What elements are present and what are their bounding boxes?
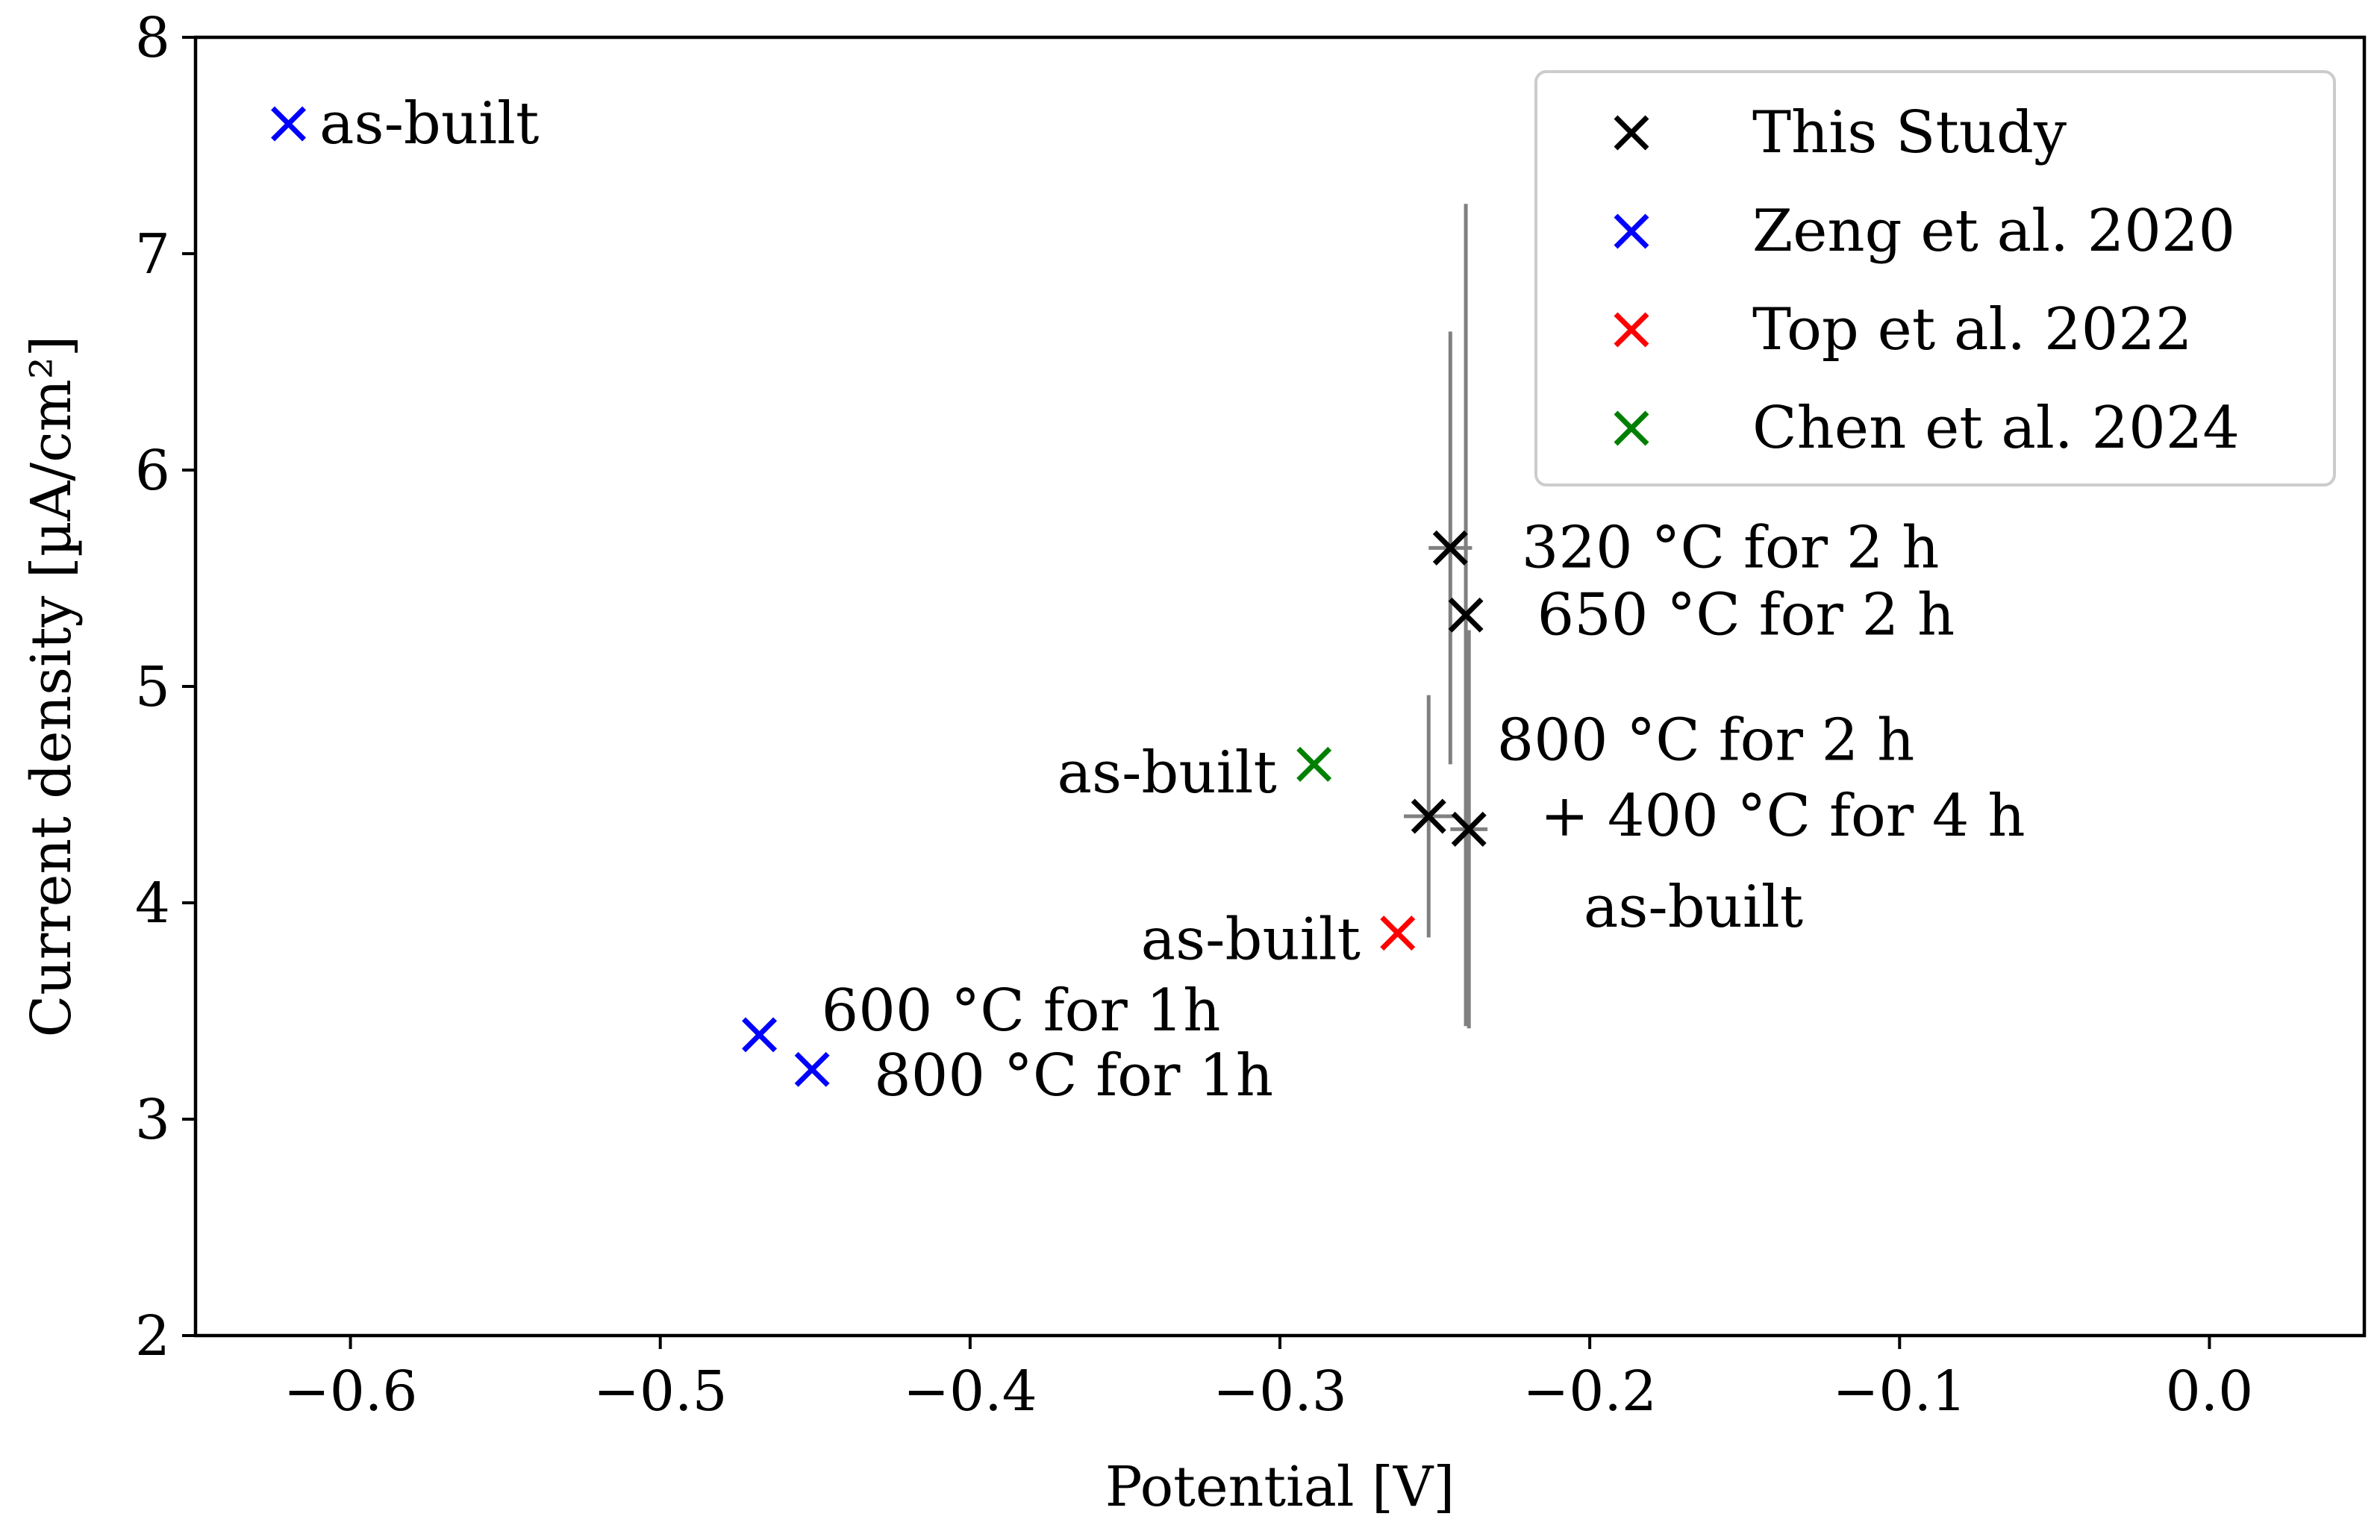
data-point-stroke	[1296, 746, 1332, 782]
annotation-label: as-built	[1584, 874, 1803, 941]
x-tick-label: 0.0	[2166, 1359, 2254, 1424]
legend-box	[1534, 70, 2336, 486]
x-tick-label: −0.6	[284, 1359, 418, 1424]
data-point-stroke	[794, 1051, 830, 1087]
data-point-stroke	[742, 1017, 778, 1053]
data-point-stroke	[1451, 811, 1487, 847]
x-tick-label: −0.2	[1522, 1359, 1657, 1424]
annotation-label: as-built	[1058, 739, 1277, 807]
data-point	[1448, 597, 1484, 633]
data-point	[271, 106, 307, 142]
legend-marker-stroke	[1614, 312, 1649, 348]
y-tick-label: 2	[135, 1304, 170, 1368]
legend-marker-stroke	[1614, 410, 1649, 446]
data-point-stroke	[1448, 597, 1484, 633]
y-axis-title: Current density [µA/cm²]	[19, 336, 84, 1038]
annotation-label: as-built	[319, 90, 539, 157]
y-tick-label: 4	[135, 871, 170, 936]
legend-marker	[1614, 312, 1649, 348]
legend-label: This Study	[1752, 99, 2067, 166]
legend-marker	[1614, 410, 1649, 446]
x-tick-label: −0.1	[1832, 1359, 1967, 1424]
data-point-stroke	[1380, 915, 1416, 951]
legend-marker	[1614, 213, 1649, 249]
data-point-stroke	[271, 106, 307, 142]
data-point	[742, 1017, 778, 1053]
x-tick-label: −0.5	[593, 1359, 728, 1424]
annotation-label: as-built	[1141, 906, 1361, 973]
annotation-label: 600 °C for 1h	[822, 977, 1221, 1045]
legend-marker-stroke	[1614, 115, 1649, 151]
data-point-stroke	[1411, 798, 1446, 834]
legend-label: Zeng et al. 2020	[1752, 198, 2235, 265]
x-axis-title: Potential [V]	[1105, 1455, 1455, 1519]
data-point	[1296, 746, 1332, 782]
y-tick-label: 3	[135, 1088, 170, 1152]
annotation-label: 800 °C for 1h	[874, 1042, 1273, 1109]
legend-marker	[1614, 115, 1649, 151]
data-point-stroke	[1432, 530, 1468, 566]
legend-label: Chen et al. 2024	[1752, 395, 2240, 462]
data-point	[1432, 530, 1468, 566]
annotation-label: 650 °C for 2 h	[1537, 581, 1955, 648]
y-tick-label: 8	[135, 6, 170, 70]
data-point	[1451, 811, 1487, 847]
data-point	[1380, 915, 1416, 951]
data-point	[794, 1051, 830, 1087]
plot-frame	[193, 35, 2367, 1338]
legend-marker-stroke	[1614, 213, 1649, 249]
y-tick-label: 7	[135, 222, 170, 287]
annotation-label: + 400 °C for 4 h	[1540, 783, 2026, 850]
y-tick-label: 6	[135, 439, 170, 503]
annotation-label: 800 °C for 2 h	[1497, 707, 1915, 774]
data-markers	[271, 106, 1487, 1087]
annotation-label: 320 °C for 2 h	[1522, 514, 1940, 581]
legend: This Study Zeng et al. 2020 Top et al. 202…	[1534, 70, 2336, 486]
x-tick-label: −0.4	[903, 1359, 1037, 1424]
y-tick-label: 5	[135, 655, 170, 719]
x-tick-label: −0.3	[1213, 1359, 1347, 1424]
axis-ticks: −0.6 −0.5 −0.4 −0.3 −0.2 −0.1 0.0 2 3 4 5 6 7 8	[135, 6, 2253, 1424]
data-point	[1411, 798, 1446, 834]
legend-label: Top et al. 2022	[1752, 296, 2193, 363]
